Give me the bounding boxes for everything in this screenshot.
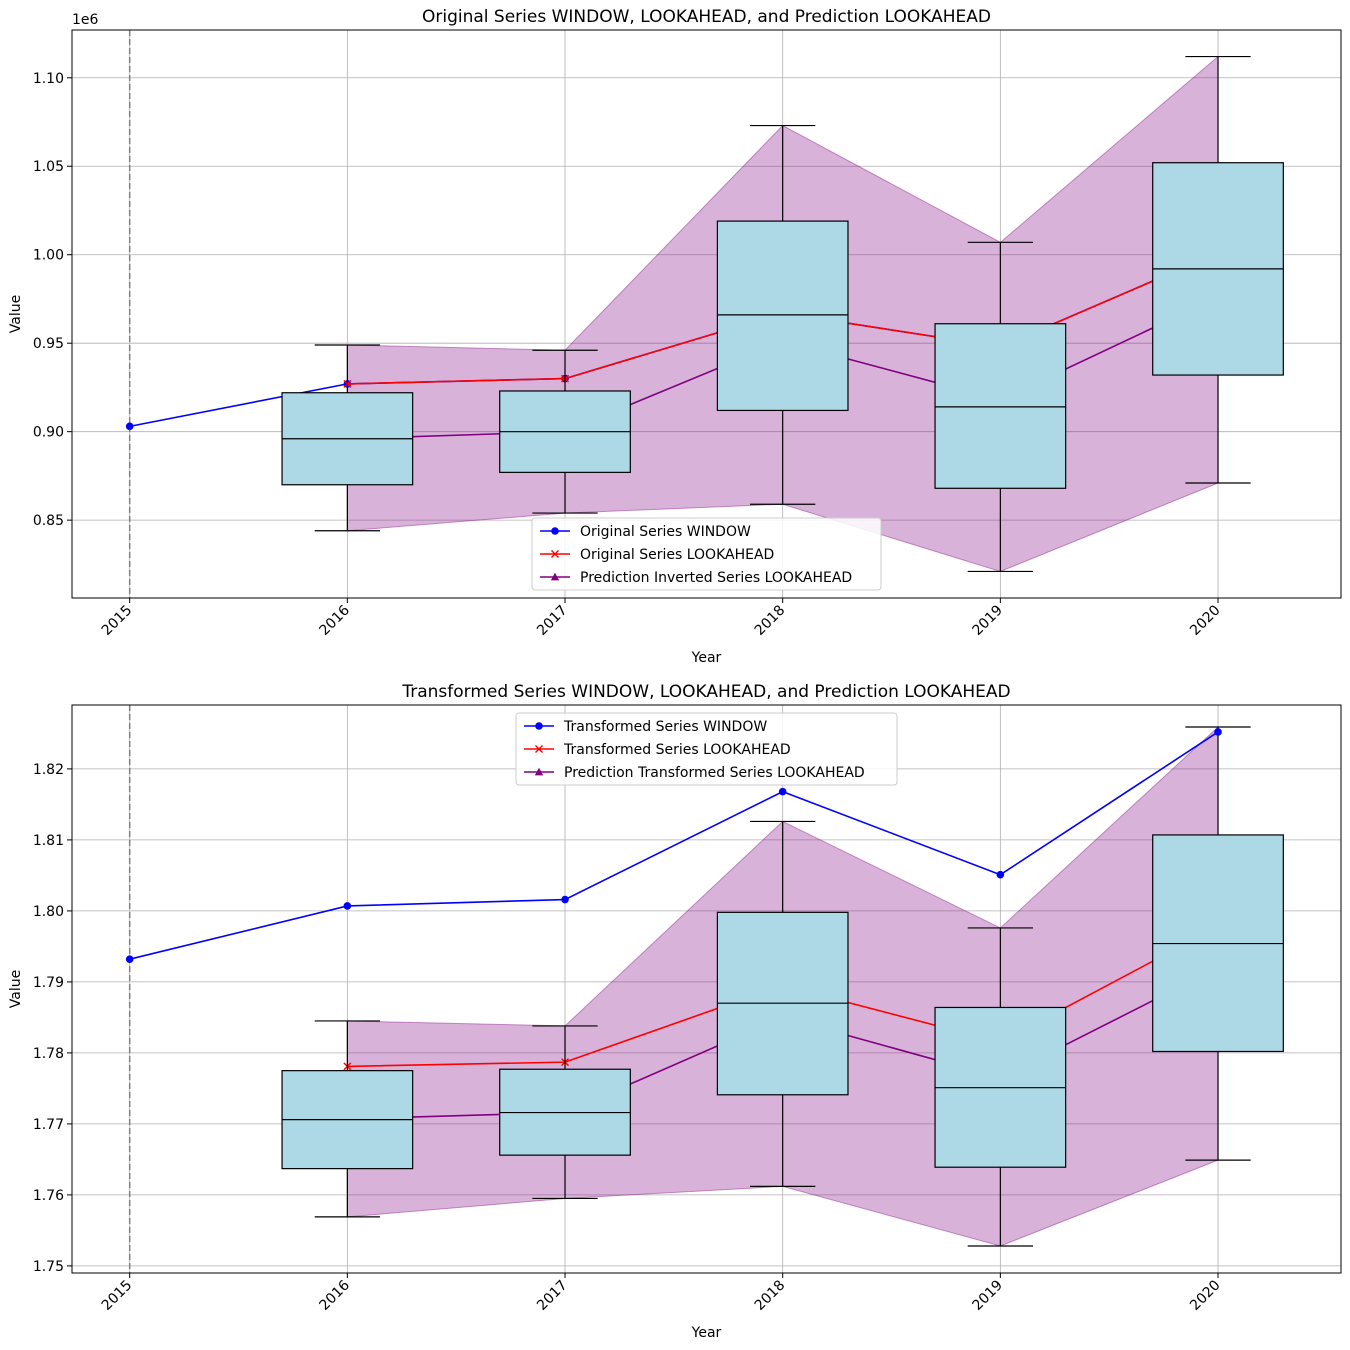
- y-tick-label: 1.75: [33, 1259, 64, 1275]
- box-body: [934, 323, 1067, 489]
- legend-label-1: Transformed Series LOOKAHEAD: [563, 742, 791, 758]
- series-line-0: [129, 731, 1219, 960]
- y-tick-label: 0.90: [33, 425, 64, 441]
- y-tick-label: 1.77: [33, 1117, 64, 1133]
- y-tick-label: 1.81: [33, 833, 64, 849]
- legend-label-0: Transformed Series WINDOW: [563, 719, 767, 735]
- y-axis-offset-text: 1e6: [72, 12, 99, 28]
- y-tick-label: 1.05: [33, 159, 64, 175]
- legend-marker-2: [534, 767, 544, 776]
- y-tick-label: 1.00: [33, 248, 64, 264]
- x-axis-label: Year: [691, 650, 722, 666]
- legend-label-1: Original Series LOOKAHEAD: [580, 547, 774, 563]
- chart-original-series: 2015 2016 2017 2018 2019 20200.850.900.951.00…: [8, 7, 1342, 666]
- legend-marker-1: [535, 745, 543, 753]
- series-point-0: [778, 787, 787, 796]
- series-point-0: [125, 422, 134, 431]
- y-tick-label: 1.78: [33, 1046, 64, 1062]
- y-tick-label: 1.79: [33, 975, 64, 991]
- legend-label-2: Prediction Inverted Series LOOKAHEAD: [580, 570, 852, 586]
- legend-box: [515, 712, 898, 786]
- x-axis-label: Year: [691, 1325, 722, 1341]
- box-body: [716, 220, 849, 412]
- legend-marker-0: [535, 722, 543, 730]
- y-axis-label: Value: [8, 295, 24, 333]
- y-tick-label: 0.95: [33, 336, 64, 352]
- y-tick-label: 0.85: [33, 513, 64, 529]
- legend-box: [531, 517, 882, 591]
- series-point-0: [1214, 728, 1222, 736]
- legend-marker-0: [551, 527, 559, 535]
- legend-label-2: Prediction Transformed Series LOOKAHEAD: [564, 765, 865, 781]
- series-point-0: [561, 895, 569, 904]
- y-tick-label: 1.76: [33, 1188, 64, 1204]
- axes-frame: [71, 29, 1342, 599]
- legend-label-0: Original Series WINDOW: [580, 524, 751, 540]
- legend-marker-2: [550, 572, 560, 581]
- chart-title: Original Series WINDOW, LOOKAHEAD, and P…: [422, 7, 991, 27]
- series-point-0: [996, 870, 1005, 879]
- legend-marker-1: [551, 550, 559, 558]
- series-point-0: [343, 902, 352, 910]
- axes-frame: [71, 704, 1342, 1274]
- chart-title: Transformed Series WINDOW, LOOKAHEAD, an…: [401, 682, 1010, 702]
- series-point-0: [125, 955, 134, 963]
- y-tick-label: 1.82: [33, 762, 64, 778]
- y-tick-label: 1.80: [33, 904, 64, 920]
- y-axis-label: Value: [8, 970, 24, 1008]
- y-tick-label: 1.10: [33, 71, 64, 87]
